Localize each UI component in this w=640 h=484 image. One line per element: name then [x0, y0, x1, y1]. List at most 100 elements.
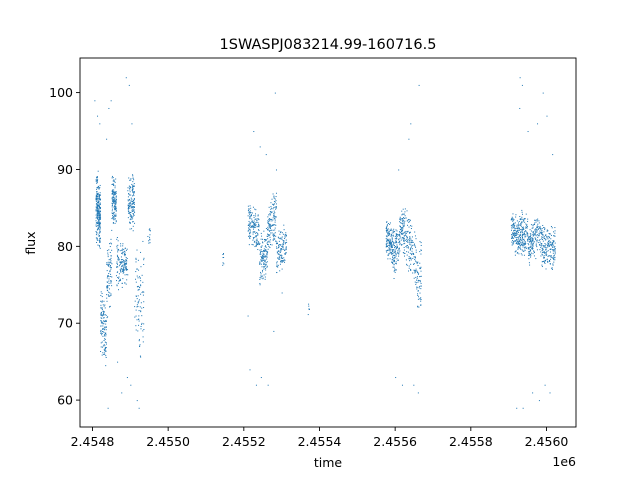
data-point: [115, 221, 117, 223]
data-point: [117, 249, 119, 251]
data-point: [387, 254, 389, 256]
data-point: [263, 259, 265, 261]
data-point: [541, 264, 543, 266]
data-point: [261, 266, 263, 268]
data-point: [103, 349, 105, 351]
data-point: [514, 233, 516, 235]
data-point: [536, 234, 538, 236]
data-point: [269, 239, 271, 241]
data-point: [515, 233, 517, 235]
data-point: [136, 268, 138, 270]
data-point: [274, 216, 276, 218]
data-point: [99, 205, 101, 207]
data-point: [530, 243, 532, 245]
data-point: [396, 251, 398, 253]
data-point: [404, 252, 406, 254]
data-point: [103, 305, 105, 307]
data-point: [100, 330, 102, 332]
data-point: [135, 278, 137, 280]
data-point: [410, 247, 412, 249]
data-point: [96, 176, 98, 178]
data-point: [97, 234, 99, 236]
data-point: [526, 232, 528, 234]
data-point: [104, 353, 106, 355]
data-point: [275, 235, 277, 237]
data-point: [541, 261, 543, 263]
data-point: [127, 205, 129, 207]
data-point: [97, 218, 99, 220]
data-point: [255, 224, 257, 226]
data-point: [402, 251, 404, 253]
data-point: [101, 333, 103, 335]
data-point: [261, 271, 263, 273]
data-point: [550, 234, 552, 236]
data-point: [523, 232, 525, 234]
data-point: [417, 290, 419, 292]
data-point: [544, 251, 546, 253]
data-point: [547, 244, 549, 246]
data-point: [102, 345, 104, 347]
data-point: [99, 230, 101, 232]
data-point: [102, 314, 104, 316]
data-point: [99, 203, 101, 205]
data-point: [414, 231, 416, 233]
data-point: [148, 242, 150, 244]
data-point: [253, 241, 255, 243]
data-point: [249, 235, 251, 237]
data-point: [99, 222, 101, 224]
data-point: [528, 254, 530, 256]
data-point: [520, 223, 522, 225]
data-point: [538, 228, 540, 230]
data-point: [419, 276, 421, 278]
data-point: [398, 235, 400, 237]
data-point: [392, 259, 394, 261]
data-point: [550, 258, 552, 260]
data-point: [399, 225, 401, 227]
data-point: [414, 256, 416, 258]
data-point: [105, 326, 107, 328]
data-point: [546, 235, 548, 237]
data-point: [95, 214, 97, 216]
data-point: [114, 218, 116, 220]
data-point: [106, 250, 108, 252]
data-point: [284, 249, 285, 251]
data-point: [275, 208, 277, 210]
data-point: [99, 221, 101, 223]
data-point: [101, 321, 103, 323]
data-point: [127, 269, 129, 271]
data-point: [402, 220, 404, 222]
data-point: [269, 218, 271, 220]
data-point: [108, 288, 110, 290]
data-point: [261, 259, 263, 261]
data-point: [266, 242, 268, 244]
data-point: [513, 226, 515, 228]
data-point: [273, 207, 275, 209]
data-point: [401, 230, 403, 232]
data-point: [266, 256, 268, 258]
data-point: [516, 238, 518, 240]
data-point: [532, 238, 534, 240]
data-point: [116, 245, 118, 247]
data-point: [268, 245, 270, 247]
data-point: [114, 204, 116, 206]
data-point: [134, 222, 136, 224]
data-point: [140, 356, 142, 358]
data-point: [546, 230, 548, 232]
data-point: [104, 304, 106, 306]
data-point: [105, 323, 107, 325]
data-point: [269, 227, 271, 229]
data-point: [523, 240, 525, 242]
data-point: [264, 255, 266, 257]
data-point: [99, 213, 101, 215]
data-point: [392, 235, 394, 237]
data-point: [126, 263, 128, 265]
data-point: [387, 229, 389, 231]
data-point: [386, 231, 388, 233]
data-point: [393, 228, 395, 230]
data-point: [108, 276, 110, 278]
data-point: [524, 242, 526, 244]
data-point: [403, 240, 405, 242]
data-point: [385, 235, 387, 237]
data-point: [100, 313, 102, 315]
data-point: [96, 238, 98, 240]
